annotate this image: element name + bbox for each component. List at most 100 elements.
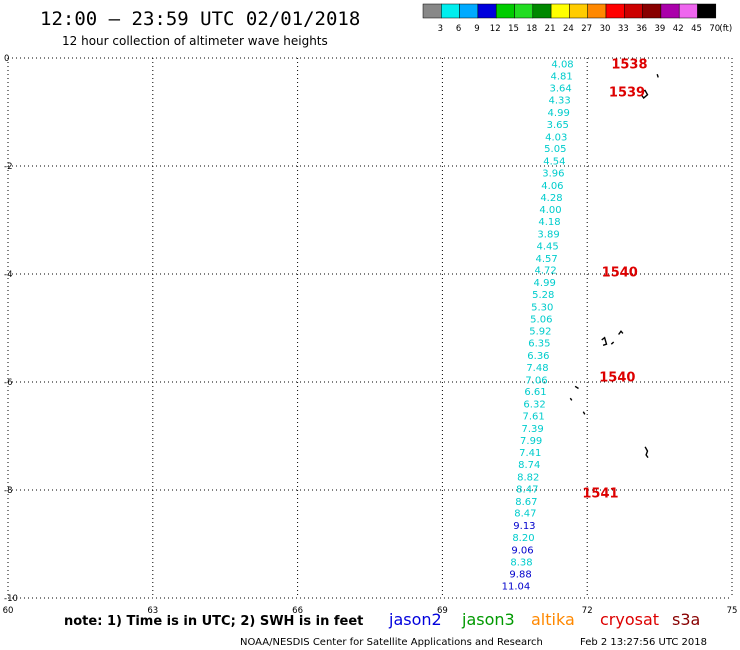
color-swatch [550, 3, 570, 19]
satellite-legend-cryosat: cryosat [600, 610, 659, 629]
swh-value-label: 4.54 [543, 157, 565, 168]
y-tick-label: -10 [4, 594, 18, 604]
swh-value-label: 5.30 [531, 302, 553, 313]
color-swatch [678, 3, 698, 19]
pass-time-label: 1541 [582, 487, 618, 502]
island-outline [601, 336, 608, 346]
color-swatch [477, 3, 497, 19]
island-outline [574, 385, 579, 390]
pass-time-label: 1538 [611, 57, 647, 72]
island-outline [644, 446, 649, 459]
swh-value-label: 9.13 [513, 521, 535, 532]
swh-value-label: 4.57 [535, 254, 557, 265]
swh-value-label: 9.88 [509, 570, 531, 581]
color-swatch [605, 3, 625, 19]
pass-time-label: 1540 [602, 265, 638, 280]
swh-value-label: 11.04 [502, 582, 531, 593]
credit-text: NOAA/NESDIS Center for Satellite Applica… [240, 637, 543, 648]
color-scale-label: 12 [490, 24, 501, 34]
swh-value-label: 3.96 [542, 168, 564, 179]
color-scale-label: 42 [673, 24, 684, 34]
island-outline [569, 397, 573, 401]
swh-value-label: 4.99 [548, 108, 570, 119]
color-swatch [495, 3, 515, 19]
satellite-legend-jason2: jason2 [388, 610, 442, 629]
swh-value-label: 4.99 [534, 278, 556, 289]
swh-value-label: 3.65 [547, 120, 569, 131]
color-scale-label: 45 [691, 24, 702, 34]
y-tick-label: -4 [4, 270, 12, 280]
color-scale-label: 15 [508, 24, 519, 34]
chart-subtitle: 12 hour collection of altimeter wave hei… [62, 34, 328, 48]
color-swatch [459, 3, 479, 19]
swh-value-label: 4.00 [539, 205, 561, 216]
color-swatch [587, 3, 607, 19]
swh-value-label: 8.38 [510, 557, 532, 568]
swh-value-label: 7.99 [520, 436, 542, 447]
swh-value-label: 4.28 [540, 193, 562, 204]
satellite-legend-altika: altika [531, 610, 575, 629]
swh-value-label: 4.08 [551, 59, 573, 70]
x-tick-label: 69 [437, 606, 448, 616]
satellite-legend-s3a: s3a [672, 610, 700, 629]
swh-value-label: 4.03 [545, 132, 567, 143]
color-swatch [422, 3, 442, 19]
swh-value-label: 6.32 [523, 400, 545, 411]
color-scale-label: 30 [600, 24, 611, 34]
y-tick-label: -8 [4, 486, 12, 496]
swh-value-label: 4.06 [541, 181, 563, 192]
color-swatch [697, 3, 717, 19]
island-outline [618, 330, 624, 335]
swh-value-label: 5.06 [530, 314, 552, 325]
swh-value-label: 7.41 [519, 448, 541, 459]
color-swatch [569, 3, 588, 19]
x-tick-label: 75 [727, 606, 738, 616]
x-tick-label: 66 [292, 606, 303, 616]
color-scale-label: 21 [545, 24, 556, 34]
swh-value-label: 8.67 [515, 497, 537, 508]
swh-value-label: 7.39 [521, 424, 543, 435]
swh-value-label: 7.06 [525, 375, 547, 386]
color-scale-label: 9 [474, 24, 479, 34]
y-tick-label: 0 [4, 54, 9, 64]
x-tick-label: 72 [582, 606, 593, 616]
x-axis-ticks: 60 63 66 69 72 75 [3, 606, 738, 616]
swh-value-label: 7.61 [522, 411, 544, 422]
color-scale-label: 3 [438, 24, 443, 34]
swh-value-label: 8.20 [512, 533, 534, 544]
swh-value-label: 4.33 [549, 96, 571, 107]
timestamp-text: Feb 2 13:27:56 UTC 2018 [580, 637, 707, 648]
y-axis-ticks: 0 -2 -4 -6 -8 -10 [4, 54, 18, 604]
swh-value-label: 3.64 [549, 84, 571, 95]
x-tick-label: 63 [147, 606, 158, 616]
color-scale-label: 18 [526, 24, 537, 34]
swh-value-label: 4.45 [536, 241, 558, 252]
swh-value-label: 5.28 [532, 290, 554, 301]
pass-time-labels: 1538 1539 1540 1540 1541 [582, 57, 647, 501]
color-scale-label: 33 [618, 24, 629, 34]
color-swatch [660, 3, 680, 19]
color-scale-label: 6 [456, 24, 461, 34]
x-tick-label: 60 [3, 606, 14, 616]
color-swatch [642, 3, 662, 19]
island-outline [582, 411, 586, 415]
swh-value-label: 6.61 [524, 387, 546, 398]
island-outline [656, 73, 659, 78]
satellite-legend-jason3: jason3 [461, 610, 515, 629]
color-scale-label: 70 [709, 24, 720, 34]
satellite-legend: jason2 jason3 altika cryosat s3a [388, 610, 700, 629]
color-scale-label: 24 [563, 24, 574, 34]
color-scale-label: 39 [654, 24, 665, 34]
swh-value-label: 9.06 [511, 545, 533, 556]
y-tick-label: -6 [4, 378, 12, 388]
color-scale-legend: 3 6 9 12 15 18 21 24 27 30 33 36 39 42 45 70 (ft) [422, 3, 732, 34]
swh-value-label: 3.89 [537, 230, 559, 241]
swh-value-label: 6.36 [527, 351, 549, 362]
swh-value-label: 8.47 [514, 509, 536, 520]
color-swatch [624, 3, 643, 19]
color-scale-label: 27 [581, 24, 592, 34]
color-scale-unit: (ft) [719, 24, 732, 34]
island-outline [640, 89, 649, 100]
swh-value-label: 5.05 [544, 144, 566, 155]
